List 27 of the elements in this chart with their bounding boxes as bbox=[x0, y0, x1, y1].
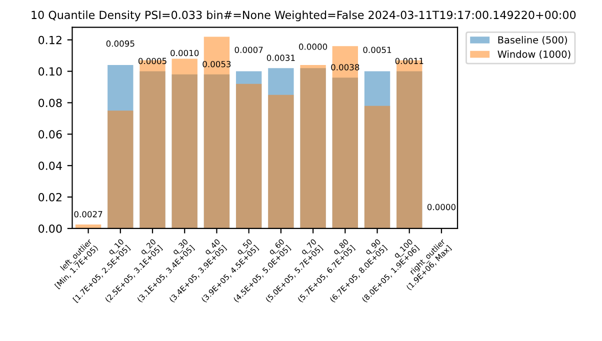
y-tick-label: 0.04 bbox=[38, 162, 62, 170]
annotation: 0.0051 bbox=[363, 46, 392, 54]
annotation: 0.0027 bbox=[74, 211, 102, 218]
annotation: 0.0007 bbox=[234, 46, 263, 54]
annotation: 0.0038 bbox=[331, 64, 360, 70]
chart-title: 10 Quantile Density PSI=0.033 bin#=None Weighted=False 2024-03-11T19:17:00.149220+00:00 bbox=[32, 10, 576, 22]
bar bbox=[268, 94, 294, 228]
annotation: 0.0053 bbox=[202, 60, 231, 68]
annotation: 0.0011 bbox=[395, 58, 424, 64]
y-tick-label: 0.00 bbox=[38, 224, 62, 233]
bar bbox=[332, 46, 358, 228]
annotation: 0.0095 bbox=[106, 40, 134, 47]
bar bbox=[204, 36, 230, 228]
annotation: 0.0031 bbox=[266, 54, 295, 61]
annotation: 0.0000 bbox=[299, 44, 328, 50]
y-tick-label: 0.02 bbox=[38, 193, 62, 202]
bar bbox=[364, 106, 390, 228]
legend-label: Baseline (500) bbox=[498, 36, 567, 45]
annotation: 0.0010 bbox=[170, 50, 199, 56]
bar bbox=[108, 110, 134, 228]
y-tick-label: 0.12 bbox=[38, 36, 62, 44]
legend-label: Window (1000) bbox=[498, 50, 570, 59]
annotation: 0.0005 bbox=[138, 58, 166, 64]
annotation: 0.0000 bbox=[427, 204, 456, 210]
y-tick-label: 0.10 bbox=[38, 67, 62, 76]
y-tick-label: 0.06 bbox=[38, 130, 62, 139]
y-tick-label: 0.08 bbox=[38, 98, 62, 108]
